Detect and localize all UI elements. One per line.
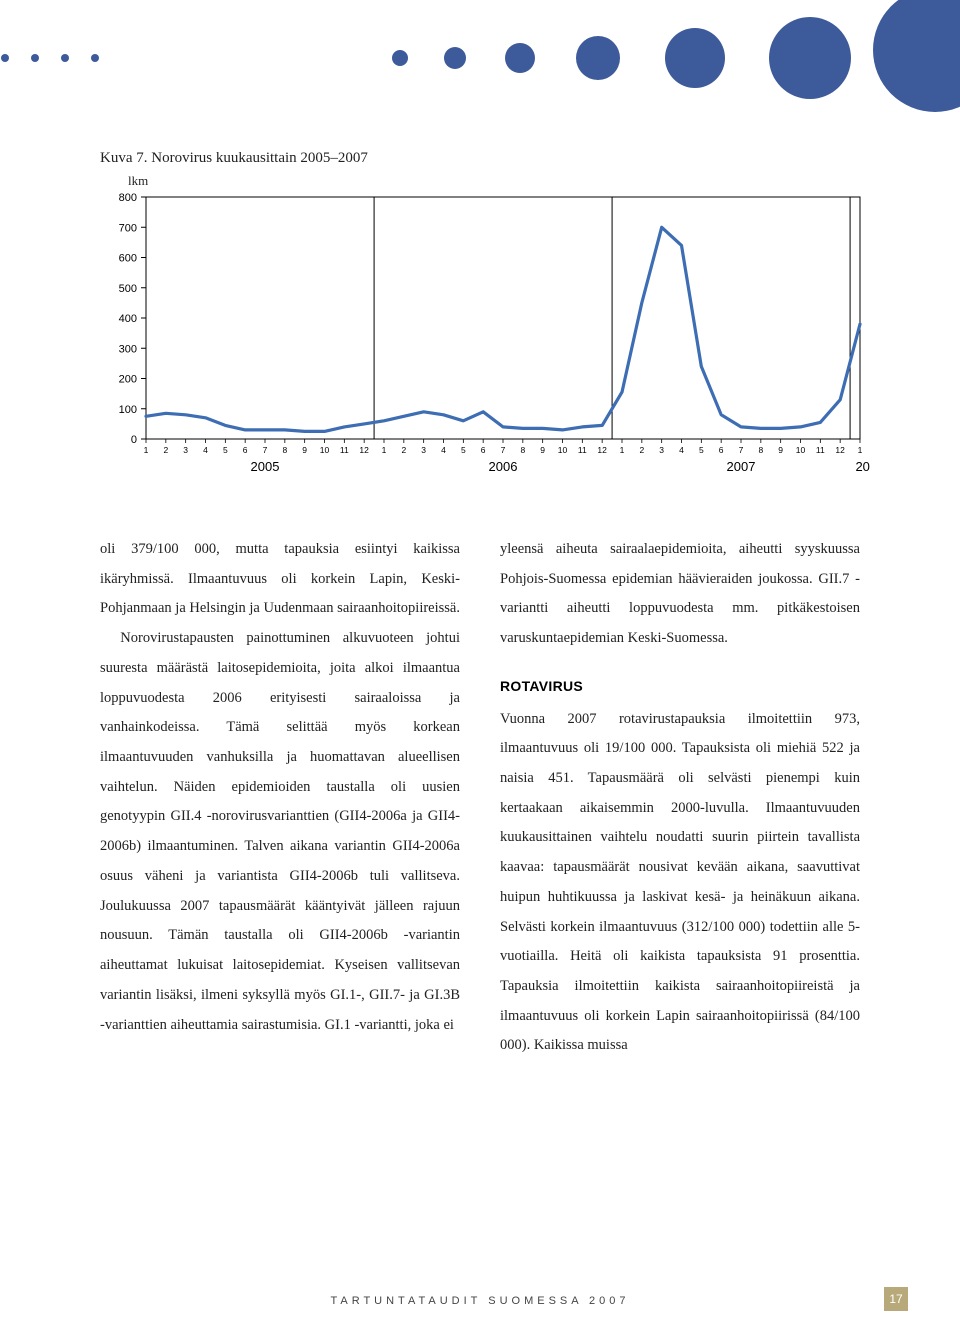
svg-text:3: 3 [421, 445, 426, 455]
svg-text:10: 10 [796, 445, 806, 455]
decorative-dots [0, 0, 960, 130]
chart-container: Kuva 7. Norovirus kuukausittain 2005–200… [100, 150, 880, 525]
svg-text:2006: 2006 [489, 459, 518, 474]
svg-text:300: 300 [119, 343, 137, 355]
svg-text:2: 2 [401, 445, 406, 455]
svg-text:4: 4 [203, 445, 208, 455]
svg-text:9: 9 [778, 445, 783, 455]
svg-text:11: 11 [816, 445, 825, 455]
left-p1: oli 379/100 000, mutta tapauksia esiinty… [100, 535, 460, 624]
svg-text:10: 10 [320, 445, 330, 455]
svg-text:6: 6 [243, 445, 248, 455]
rotavirus-heading: ROTAVIRUS [500, 672, 860, 701]
svg-text:7: 7 [501, 445, 506, 455]
svg-text:3: 3 [183, 445, 188, 455]
svg-text:9: 9 [302, 445, 307, 455]
norovirus-line-chart: 0100200300400500600700800123456789101112… [100, 191, 870, 525]
left-column: oli 379/100 000, mutta tapauksia esiinty… [100, 535, 460, 1061]
svg-text:400: 400 [119, 313, 137, 325]
svg-text:2: 2 [639, 445, 644, 455]
svg-text:1: 1 [858, 445, 863, 455]
svg-text:11: 11 [340, 445, 349, 455]
svg-text:600: 600 [119, 253, 137, 265]
right-column: yleensä aiheuta sairaalaepidemioita, aih… [500, 535, 860, 1061]
body-columns: oli 379/100 000, mutta tapauksia esiinty… [100, 535, 860, 1061]
svg-text:1: 1 [144, 445, 149, 455]
svg-text:1: 1 [382, 445, 387, 455]
svg-text:500: 500 [119, 283, 137, 295]
svg-text:5: 5 [699, 445, 704, 455]
svg-text:6: 6 [481, 445, 486, 455]
svg-text:200: 200 [119, 374, 137, 386]
svg-text:12: 12 [359, 445, 369, 455]
footer-text: TARTUNTATAUDIT SUOMESSA 2007 [0, 1295, 960, 1307]
svg-text:8: 8 [520, 445, 525, 455]
svg-text:700: 700 [119, 222, 137, 234]
page-number-badge: 17 [884, 1287, 908, 1311]
svg-text:10: 10 [558, 445, 568, 455]
svg-text:2007: 2007 [727, 459, 756, 474]
svg-text:3: 3 [659, 445, 664, 455]
svg-text:2: 2 [163, 445, 168, 455]
svg-text:9: 9 [540, 445, 545, 455]
left-p2: Norovirustapausten painottuminen alkuvuo… [100, 624, 460, 1040]
chart-ylabel: lkm [128, 173, 880, 189]
svg-text:1: 1 [620, 445, 625, 455]
svg-text:6: 6 [719, 445, 724, 455]
svg-text:5: 5 [223, 445, 228, 455]
right-p2: Vuonna 2007 rotavirustapauksia ilmoitett… [500, 705, 860, 1062]
svg-text:12: 12 [835, 445, 845, 455]
svg-text:800: 800 [119, 192, 137, 204]
right-p1: yleensä aiheuta sairaalaepidemioita, aih… [500, 535, 860, 654]
chart-title: Kuva 7. Norovirus kuukausittain 2005–200… [100, 150, 880, 167]
svg-text:12: 12 [597, 445, 607, 455]
svg-text:0: 0 [131, 434, 137, 446]
svg-text:7: 7 [263, 445, 268, 455]
svg-text:11: 11 [578, 445, 587, 455]
svg-text:7: 7 [739, 445, 744, 455]
svg-text:100: 100 [119, 404, 137, 416]
svg-text:2008: 2008 [855, 459, 870, 474]
svg-text:5: 5 [461, 445, 466, 455]
svg-text:8: 8 [758, 445, 763, 455]
svg-text:4: 4 [679, 445, 684, 455]
svg-text:8: 8 [282, 445, 287, 455]
svg-text:4: 4 [441, 445, 446, 455]
svg-text:2005: 2005 [251, 459, 280, 474]
